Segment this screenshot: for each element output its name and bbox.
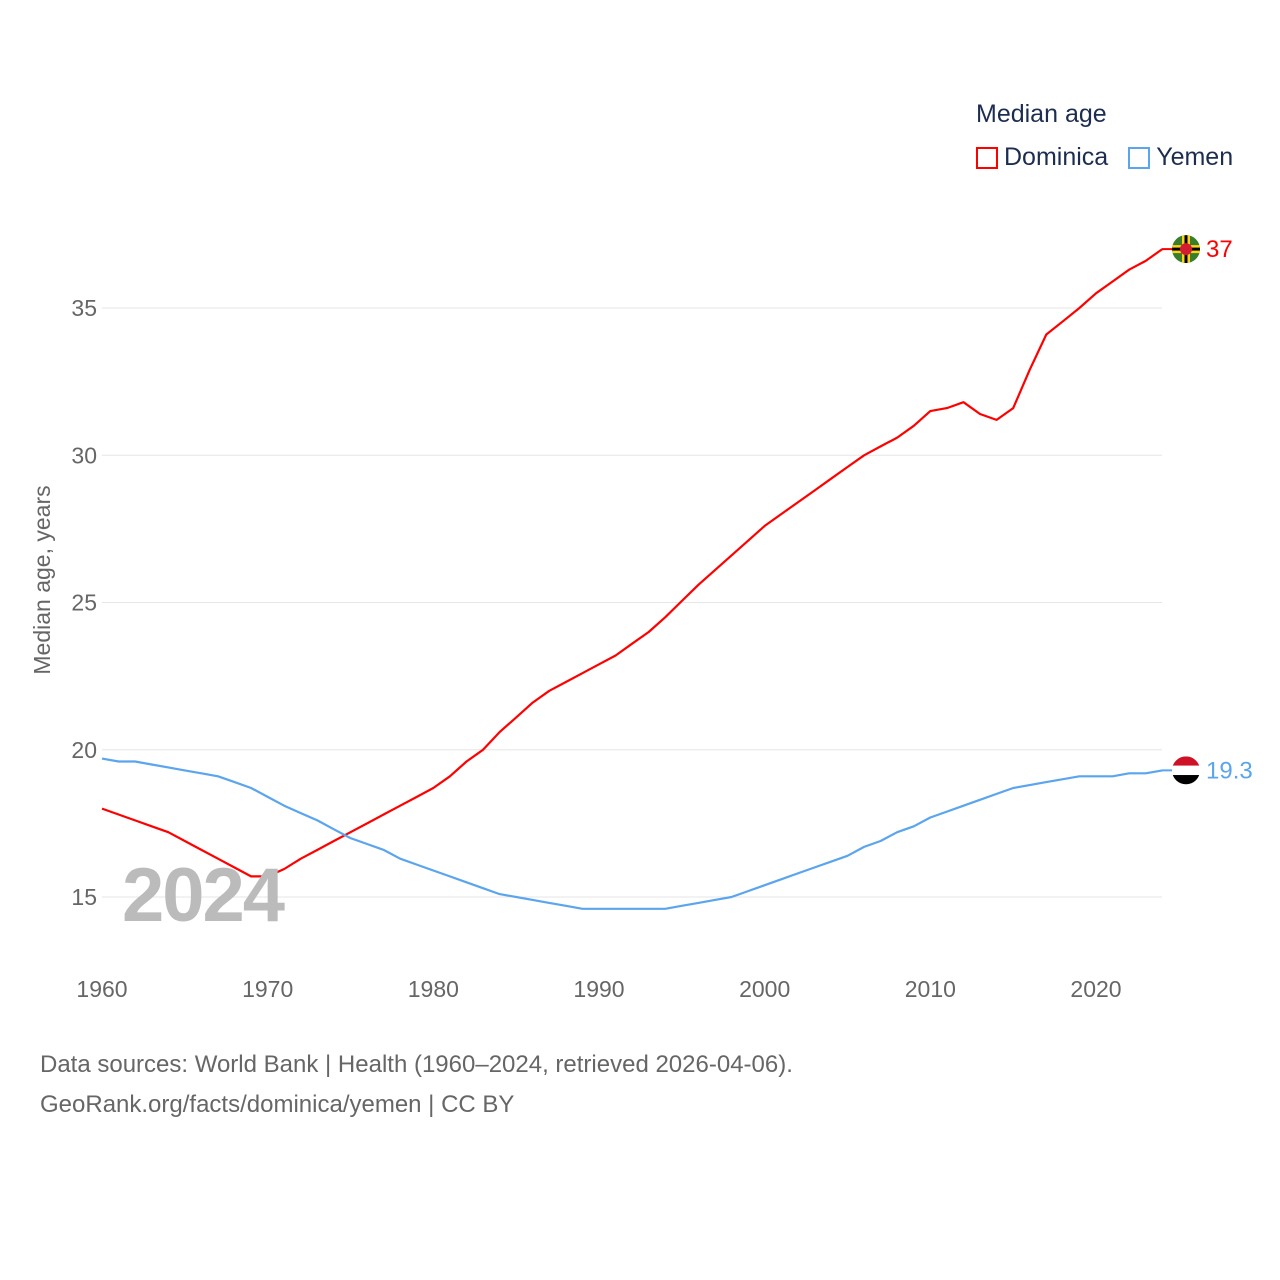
end-value-label: 37 bbox=[1206, 236, 1233, 263]
y-axis-label: Median age, years bbox=[29, 485, 55, 674]
dominica-flag-icon bbox=[1172, 235, 1200, 264]
legend-label: Dominica bbox=[1004, 143, 1109, 171]
y-tick-label: 20 bbox=[71, 737, 97, 763]
legend-swatch-dominica bbox=[976, 146, 998, 169]
legend-title: Median age bbox=[976, 100, 1107, 128]
source-note: Data sources: World Bank | Health (1960–… bbox=[40, 1045, 793, 1125]
legend: Dominica Yemen bbox=[976, 143, 1233, 172]
y-tick-label: 35 bbox=[71, 295, 97, 321]
series-line-dominica bbox=[101, 248, 1163, 878]
x-tick-label: 1970 bbox=[242, 976, 293, 1002]
end-value-label: 19.3 bbox=[1206, 757, 1253, 784]
y-tick-label: 15 bbox=[71, 884, 97, 910]
x-tick-label: 1980 bbox=[408, 976, 459, 1002]
source-line-1: Data sources: World Bank | Health (1960–… bbox=[40, 1051, 793, 1078]
x-tick-label: 2000 bbox=[739, 976, 790, 1002]
y-tick-label: 30 bbox=[71, 442, 97, 468]
x-tick-label: 2020 bbox=[1070, 976, 1121, 1002]
legend-swatch-yemen bbox=[1128, 146, 1151, 169]
x-tick-label: 1990 bbox=[573, 976, 624, 1002]
x-tick-label: 1960 bbox=[76, 976, 127, 1002]
yemen-flag-icon bbox=[1172, 756, 1200, 785]
legend-item-yemen[interactable]: Yemen bbox=[1128, 143, 1233, 172]
y-tick-label: 25 bbox=[71, 590, 97, 616]
legend-label: Yemen bbox=[1156, 143, 1234, 171]
legend-item-dominica[interactable]: Dominica bbox=[976, 143, 1108, 172]
x-tick-label: 2010 bbox=[905, 976, 956, 1002]
current-year-label: 2024 bbox=[122, 853, 285, 938]
series-line-yemen bbox=[101, 757, 1163, 910]
source-line-2[interactable]: GeoRank.org/facts/dominica/yemen | CC BY bbox=[40, 1091, 515, 1118]
